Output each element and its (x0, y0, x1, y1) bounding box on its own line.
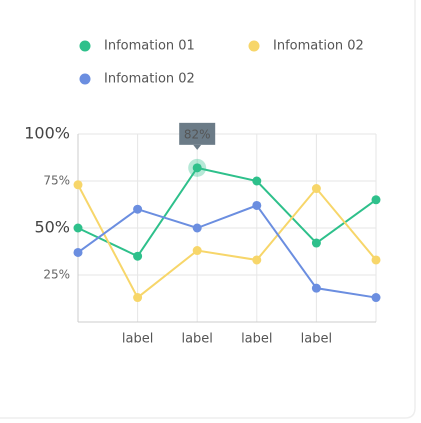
data-point (192, 246, 202, 256)
data-point (371, 195, 381, 205)
tooltip-pointer (193, 144, 202, 150)
data-point (252, 255, 262, 265)
y-tick-label: 75% (43, 174, 70, 188)
legend-swatch (79, 73, 91, 85)
data-point (252, 176, 262, 186)
data-point (73, 223, 83, 233)
data-point (192, 163, 202, 173)
data-point (371, 255, 381, 265)
data-point (311, 283, 321, 293)
data-point (252, 200, 262, 210)
data-point (73, 180, 83, 190)
legend-label: Infomation 02 (104, 72, 195, 87)
x-tick-label: label (122, 332, 153, 347)
data-point (311, 238, 321, 248)
y-tick-label: 25% (43, 268, 70, 282)
legend-swatch (248, 40, 260, 52)
tooltip-label: 82% (184, 127, 211, 141)
data-point (133, 293, 143, 303)
data-point (371, 293, 381, 303)
y-tick-label: 50% (34, 218, 70, 237)
data-point (133, 204, 143, 214)
y-tick-label: 100% (24, 124, 70, 143)
legend-swatch (79, 40, 91, 52)
legend-label: Infomation 01 (104, 39, 195, 54)
data-point (192, 223, 202, 233)
legend-label: Infomation 02 (273, 39, 364, 54)
data-point (311, 184, 321, 194)
data-point (133, 251, 143, 261)
series-line (77, 184, 377, 300)
x-tick-label: label (241, 332, 272, 347)
series-line (77, 204, 377, 299)
card-edge (0, 0, 416, 419)
series-line (77, 166, 377, 258)
x-tick-label: label (181, 332, 212, 347)
data-point (73, 247, 83, 257)
x-tick-label: label (301, 332, 332, 347)
tooltip-box (179, 122, 216, 145)
